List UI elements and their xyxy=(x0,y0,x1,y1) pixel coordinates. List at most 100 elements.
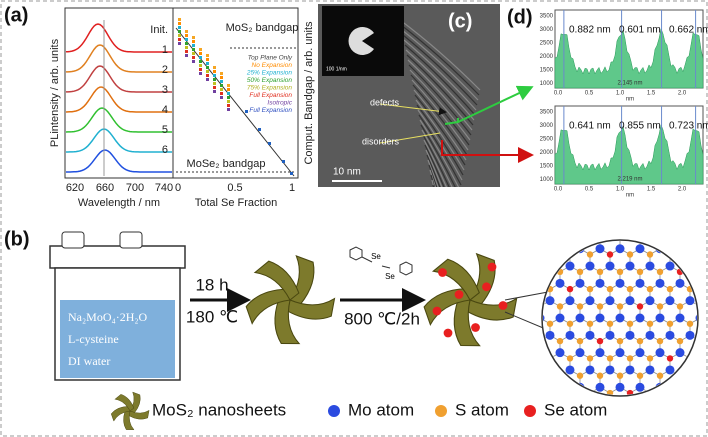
mo-atom xyxy=(635,313,645,323)
bond xyxy=(679,386,691,394)
se-atom xyxy=(606,251,614,258)
bond xyxy=(689,386,697,394)
sheet xyxy=(114,394,135,412)
s-atom xyxy=(616,303,624,310)
s-atom xyxy=(646,285,654,293)
bond xyxy=(549,248,561,255)
bond xyxy=(530,387,540,393)
x-tick: 0.5 xyxy=(585,91,594,97)
bond xyxy=(669,386,681,394)
mo-atom xyxy=(575,313,585,323)
fringe xyxy=(436,200,444,270)
s-atom xyxy=(686,320,694,327)
bond xyxy=(470,214,480,220)
curve-label: Init. xyxy=(150,24,168,36)
bond xyxy=(620,422,630,428)
bond xyxy=(640,214,650,220)
inset-scale: 100 1/nm xyxy=(326,66,347,72)
fringe xyxy=(435,195,445,265)
bond xyxy=(559,386,571,394)
mo-atom xyxy=(506,227,515,236)
y-tick: 3000 xyxy=(540,27,554,33)
point xyxy=(199,64,202,67)
pl-curve xyxy=(66,65,172,93)
bond xyxy=(510,266,520,272)
point xyxy=(185,50,188,53)
box xyxy=(441,140,500,156)
point xyxy=(178,30,181,33)
bond xyxy=(510,231,520,237)
bond xyxy=(520,301,530,307)
sheet xyxy=(453,299,481,347)
fringe xyxy=(429,169,437,187)
bond xyxy=(600,231,610,237)
mo-atom xyxy=(526,296,535,305)
s-atom xyxy=(527,286,533,292)
mo-atom xyxy=(666,400,675,409)
bond xyxy=(490,249,500,255)
s-atom xyxy=(497,234,503,240)
bond xyxy=(550,422,560,428)
legend-swatch xyxy=(110,391,150,430)
bond xyxy=(630,422,640,428)
s-atom xyxy=(657,407,663,413)
point xyxy=(227,84,230,87)
bond xyxy=(640,405,650,411)
s-atom xyxy=(576,268,584,276)
s-atom xyxy=(543,372,544,379)
solution-text: L-cysteine xyxy=(68,332,119,346)
mo-atom xyxy=(516,348,525,357)
solution xyxy=(60,300,175,378)
fringe xyxy=(407,59,473,131)
mo-atom xyxy=(436,210,445,219)
mo-atom xyxy=(675,313,685,323)
mo-atom xyxy=(615,348,625,358)
pl-curve xyxy=(65,107,172,133)
mo-atom xyxy=(635,244,645,254)
se-atom xyxy=(556,372,564,379)
bond xyxy=(570,422,580,428)
x-tick: 0.5 xyxy=(585,187,594,193)
mo-atom xyxy=(526,227,535,236)
legend-label: Top Plane Only xyxy=(248,55,293,62)
s-atom xyxy=(636,268,644,276)
fringe xyxy=(402,34,478,106)
x-tick: 1.0 xyxy=(616,91,625,97)
bond xyxy=(520,283,530,289)
bond xyxy=(543,265,551,273)
y-tick: 2500 xyxy=(540,137,554,143)
mo-atom xyxy=(496,244,505,253)
mo-atom xyxy=(646,227,655,236)
x-tick: 660 xyxy=(96,182,114,194)
legend-label: 50% Expansion xyxy=(247,77,293,84)
point xyxy=(199,48,202,51)
point xyxy=(192,44,195,47)
mo-atom xyxy=(625,365,635,375)
bond xyxy=(580,214,590,220)
x-tick: 1.5 xyxy=(647,187,656,193)
point xyxy=(192,52,195,55)
bond xyxy=(460,249,470,255)
s-atom xyxy=(677,407,683,413)
bond xyxy=(520,249,530,255)
point xyxy=(213,82,216,85)
mo-atom xyxy=(543,313,545,323)
s-atom xyxy=(487,217,493,223)
bond xyxy=(530,283,540,289)
mo-atom xyxy=(685,365,695,375)
mo-atom xyxy=(466,227,475,236)
bond xyxy=(680,231,690,237)
se-atom xyxy=(487,262,497,272)
s-atom xyxy=(507,355,513,361)
legend-label: MoS₂ nanosheets xyxy=(152,400,286,419)
mo-atom xyxy=(695,244,697,254)
point xyxy=(178,42,181,45)
point xyxy=(227,108,230,111)
mo-atom xyxy=(565,296,575,306)
s-atom xyxy=(517,269,523,275)
x-tick: 740 xyxy=(155,182,173,194)
s-atom xyxy=(606,355,614,362)
spacing-label: 0.723 nm xyxy=(669,121,708,132)
profile xyxy=(554,27,704,89)
point xyxy=(192,36,195,39)
